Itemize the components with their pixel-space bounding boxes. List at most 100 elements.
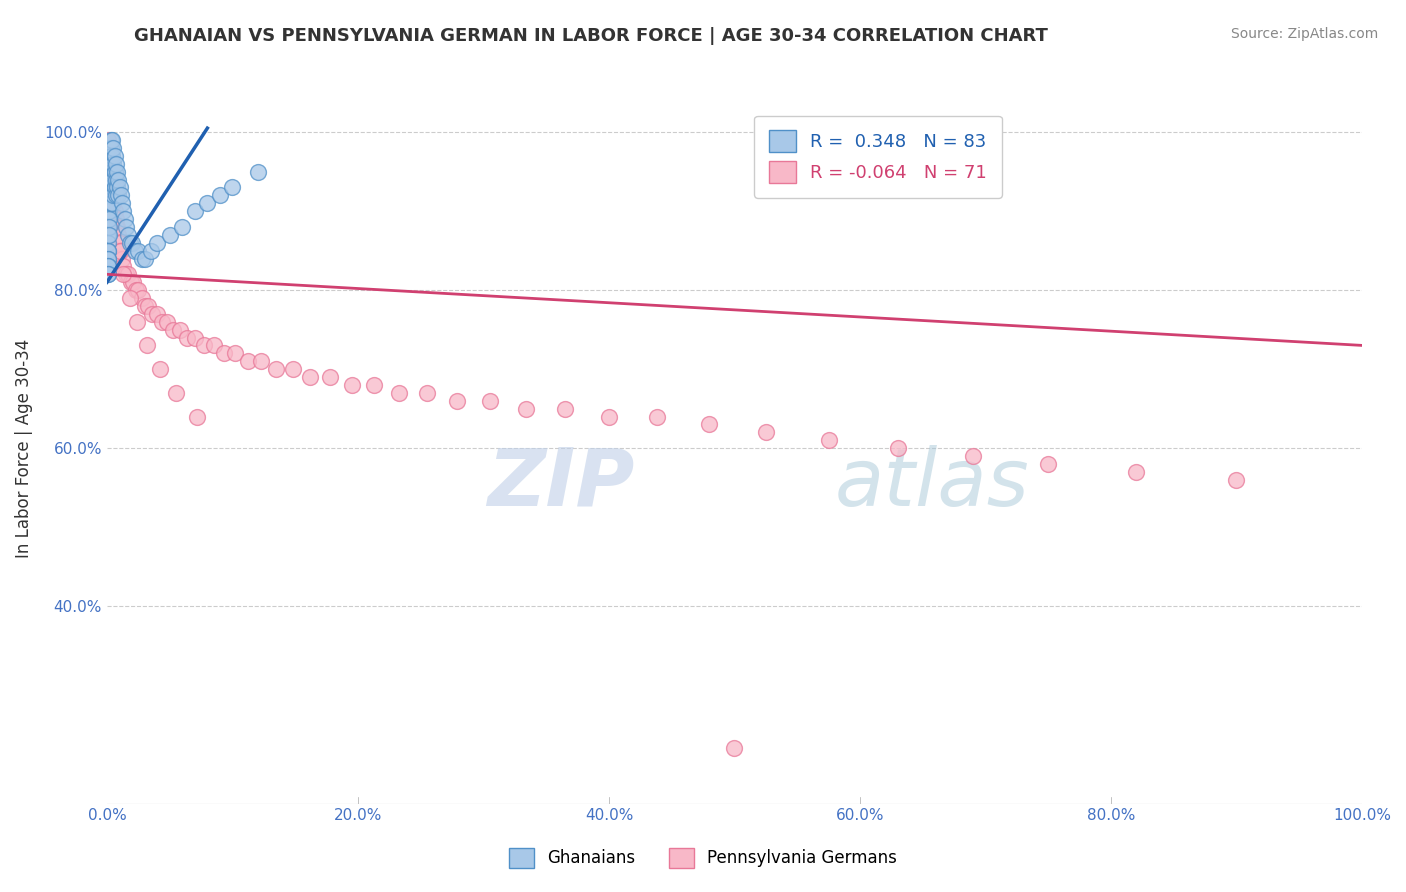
Point (117, 227, 139, 242)
Point (416, 385, 439, 400)
Point (97, 212, 120, 227)
Text: GHANAIAN VS PENNSYLVANIA GERMAN IN LABOR FORCE | AGE 30-34 CORRELATION CHART: GHANAIAN VS PENNSYLVANIA GERMAN IN LABOR… (134, 27, 1047, 45)
Point (103, 149, 125, 163)
Point (236, 354, 259, 368)
Point (515, 401, 537, 416)
Point (98, 212, 121, 227)
Point (363, 378, 385, 392)
Point (118, 235, 141, 250)
Text: ZIP: ZIP (486, 444, 634, 523)
Point (110, 188, 132, 202)
Point (97, 204, 120, 219)
Point (156, 315, 179, 329)
Point (202, 338, 225, 352)
Point (108, 244, 131, 258)
Point (221, 180, 243, 194)
Point (101, 149, 124, 163)
Point (100, 157, 122, 171)
Point (103, 196, 125, 211)
Point (101, 164, 124, 178)
Point (112, 204, 135, 219)
Point (131, 291, 153, 305)
Point (98, 180, 121, 194)
Point (299, 370, 322, 384)
Point (98, 164, 121, 178)
Point (101, 180, 124, 194)
Point (97, 180, 120, 194)
Point (97, 149, 120, 163)
Point (159, 227, 181, 242)
Point (141, 307, 163, 321)
Point (103, 172, 125, 186)
Point (446, 393, 468, 408)
Point (134, 252, 156, 266)
Legend: Ghanaians, Pennsylvania Germans: Ghanaians, Pennsylvania Germans (502, 841, 904, 875)
Point (97, 227, 120, 242)
Point (97, 235, 120, 250)
Point (208, 188, 231, 202)
Point (97, 172, 120, 186)
Point (97, 268, 120, 282)
Point (118, 291, 141, 305)
Point (101, 180, 124, 194)
Text: atlas: atlas (835, 444, 1029, 523)
Point (97, 133, 120, 147)
Point (146, 235, 169, 250)
Point (101, 133, 124, 147)
Point (104, 188, 127, 202)
Point (97, 157, 120, 171)
Point (121, 235, 143, 250)
Point (97, 244, 120, 258)
Point (100, 172, 122, 186)
Point (124, 244, 146, 258)
Point (554, 401, 576, 416)
Point (114, 212, 136, 227)
Point (136, 338, 159, 352)
Point (111, 196, 134, 211)
Point (149, 362, 172, 376)
Point (111, 252, 134, 266)
Point (98, 219, 121, 234)
Point (97, 260, 120, 274)
Point (162, 323, 184, 337)
Point (97, 268, 120, 282)
Point (131, 252, 153, 266)
Point (100, 164, 122, 178)
Point (114, 219, 136, 234)
Point (138, 299, 160, 313)
Point (120, 275, 142, 289)
Point (319, 370, 342, 384)
Point (100, 188, 122, 202)
Point (246, 164, 269, 178)
Point (962, 449, 984, 463)
Point (98, 157, 121, 171)
Point (100, 149, 122, 163)
Point (212, 346, 235, 360)
Point (103, 188, 125, 202)
Point (97, 164, 120, 178)
Point (755, 425, 778, 440)
Point (266, 362, 288, 376)
Point (107, 227, 129, 242)
Point (184, 330, 207, 344)
Point (97, 252, 120, 266)
Point (886, 441, 908, 455)
Point (100, 133, 122, 147)
Point (108, 235, 131, 250)
Point (107, 172, 129, 186)
Point (186, 409, 208, 424)
Point (193, 338, 215, 352)
Point (1125, 465, 1147, 479)
Point (127, 244, 149, 258)
Point (107, 188, 129, 202)
Point (117, 268, 139, 282)
Point (224, 346, 246, 360)
Point (104, 219, 127, 234)
Point (98, 172, 121, 186)
Point (100, 141, 122, 155)
Point (112, 268, 135, 282)
Point (101, 196, 124, 211)
Point (105, 164, 128, 178)
Point (184, 204, 207, 219)
Point (122, 275, 145, 289)
